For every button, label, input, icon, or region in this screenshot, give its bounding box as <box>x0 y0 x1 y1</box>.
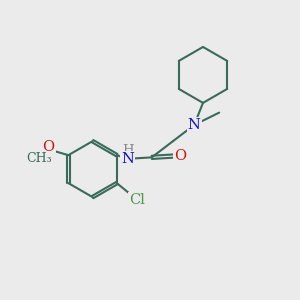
Text: O: O <box>43 140 55 154</box>
Text: Cl: Cl <box>130 193 146 207</box>
Text: O: O <box>174 149 186 163</box>
Text: H: H <box>122 144 134 157</box>
Text: CH₃: CH₃ <box>26 152 52 165</box>
Text: N: N <box>121 152 134 166</box>
Text: N: N <box>188 118 201 132</box>
